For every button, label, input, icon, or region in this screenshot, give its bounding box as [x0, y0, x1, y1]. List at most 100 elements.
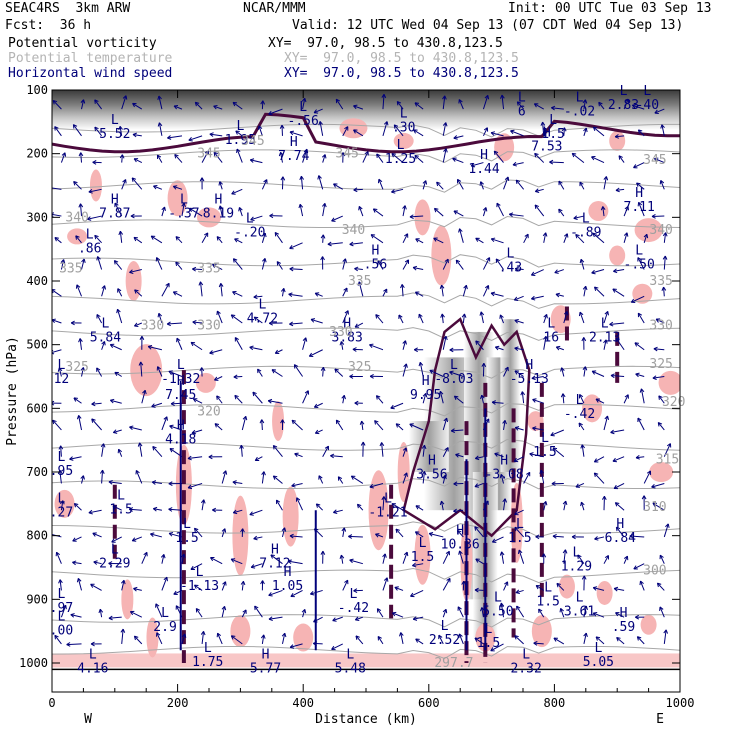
- wind-vector: [592, 232, 605, 244]
- extremum-type-label: L: [196, 565, 204, 580]
- wind-vector: [58, 367, 62, 377]
- wind-arrowhead: [458, 99, 463, 104]
- wind-arrowhead: [404, 233, 409, 238]
- wind-vector: [543, 501, 547, 511]
- wind-arrowhead: [270, 554, 275, 559]
- wind-vector: [188, 135, 203, 141]
- wind-arrowhead: [93, 560, 98, 565]
- wind-arrowhead: [94, 126, 99, 132]
- wind-arrowhead: [278, 151, 284, 157]
- wind-vector: [114, 202, 123, 217]
- wind-vector: [382, 553, 386, 564]
- wind-vector: [234, 394, 243, 404]
- wind-vector: [638, 129, 645, 137]
- wind-arrowhead: [156, 154, 162, 160]
- wind-arrowhead: [168, 532, 174, 537]
- wind-vector: [549, 161, 564, 164]
- wind-vector: [634, 342, 645, 351]
- wind-vector: [623, 98, 629, 110]
- wind-arrowhead: [54, 237, 59, 242]
- wind-arrowhead: [272, 444, 278, 450]
- surface-wind-band: [52, 653, 680, 668]
- wind-vector: [614, 588, 625, 591]
- wind-vector: [594, 286, 605, 297]
- wind-arrowhead: [295, 497, 301, 502]
- wind-arrowhead: [204, 232, 209, 237]
- wind-vector: [660, 180, 665, 190]
- wind-vector: [158, 122, 163, 136]
- wind-arrowhead: [108, 561, 113, 566]
- wind-arrowhead: [302, 337, 308, 342]
- wind-arrowhead: [657, 422, 663, 427]
- wind-arrowhead: [443, 417, 449, 423]
- wind-arrowhead: [151, 480, 157, 485]
- wind-vector: [515, 426, 524, 431]
- wind-arrowhead: [446, 577, 451, 583]
- wind-vector: [234, 337, 243, 351]
- wind-vector: [273, 475, 283, 484]
- wind-vector: [514, 509, 524, 515]
- wind-vector: [232, 291, 243, 297]
- wind-arrowhead: [133, 236, 139, 242]
- wind-vector: [503, 176, 509, 190]
- wind-speed-blob: [89, 169, 102, 202]
- wind-vector: [374, 420, 384, 431]
- wind-vector: [654, 158, 665, 164]
- wind-arrowhead: [249, 345, 254, 351]
- wind-speed-blob: [634, 218, 663, 243]
- wind-arrowhead: [665, 523, 670, 528]
- wind-vector: [216, 395, 223, 404]
- wind-arrowhead: [232, 258, 238, 263]
- wind-vector: [454, 395, 464, 404]
- theta-contour-label: 330: [197, 319, 220, 334]
- wind-vector: [361, 420, 364, 431]
- extremum-value-label: .97: [50, 601, 73, 616]
- wind-vector: [551, 107, 564, 110]
- wind-vector: [287, 560, 303, 565]
- wind-arrowhead: [479, 181, 484, 186]
- wind-arrowhead: [175, 236, 180, 241]
- wind-arrowhead: [520, 391, 526, 396]
- wind-arrowhead: [301, 608, 307, 614]
- wind-vector: [234, 238, 243, 244]
- wind-vector: [382, 496, 385, 511]
- wind-speed-blob: [527, 411, 544, 432]
- wind-vector: [419, 362, 424, 377]
- wind-arrowhead: [433, 237, 438, 242]
- wind-vector: [442, 551, 450, 564]
- wind-vector: [376, 153, 384, 163]
- wind-arrowhead: [556, 582, 561, 588]
- wind-vector: [132, 536, 142, 542]
- wind-vector: [250, 215, 263, 221]
- wind-arrowhead: [290, 592, 295, 598]
- wind-arrowhead: [172, 185, 178, 190]
- y-tick-label: 300: [26, 210, 48, 224]
- wind-arrowhead: [253, 316, 259, 321]
- wind-vector: [595, 398, 605, 404]
- wind-vector: [310, 318, 323, 324]
- extremum-type-label: L: [450, 358, 458, 373]
- wind-arrowhead: [235, 130, 240, 135]
- wind-vector: [482, 127, 488, 137]
- wind-arrowhead: [275, 499, 281, 505]
- wind-vector: [253, 536, 263, 540]
- wind-arrowhead: [287, 559, 292, 565]
- wind-vector: [342, 287, 348, 297]
- extremum-type-label: L: [89, 648, 97, 663]
- wind-vector: [440, 501, 444, 511]
- y-tick-label: 800: [26, 529, 48, 543]
- y-tick-label: 500: [26, 338, 48, 352]
- wind-arrowhead: [322, 202, 327, 208]
- wind-vector: [603, 176, 607, 190]
- theta-contour-label: 297.7: [434, 656, 473, 671]
- wind-arrowhead: [222, 470, 228, 475]
- wind-vector: [272, 445, 283, 458]
- wind-arrowhead: [153, 185, 158, 190]
- wind-vector: [375, 314, 384, 324]
- wind-arrowhead: [438, 634, 443, 640]
- wind-vector: [214, 423, 223, 431]
- wind-arrowhead: [444, 258, 449, 264]
- wind-arrowhead: [517, 549, 523, 555]
- wind-arrowhead: [335, 419, 341, 425]
- extremum-type-label: L: [576, 90, 584, 105]
